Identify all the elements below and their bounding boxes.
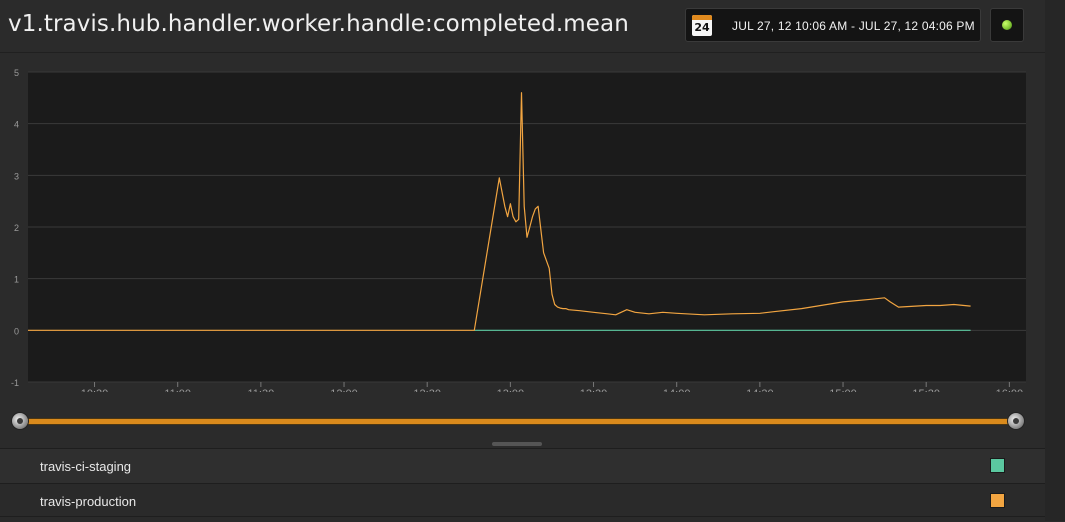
x-tick-label: 14:30 <box>746 388 774 392</box>
y-tick-label: 5 <box>14 68 19 78</box>
slider-track <box>20 419 1016 424</box>
live-toggle-button[interactable] <box>990 8 1024 42</box>
x-tick-label: 15:00 <box>829 388 857 392</box>
chart-area: 5 4 3 2 1 0 -1 10:30 11:00 11:30 12:00 12:30 13:00 13… <box>0 52 1045 400</box>
legend-swatch-staging[interactable] <box>990 458 1005 473</box>
legend-item-staging[interactable]: travis-ci-staging <box>0 448 1045 483</box>
legend: travis-ci-staging travis-production <box>0 448 1045 518</box>
line-chart: 5 4 3 2 1 0 -1 10:30 11:00 11:30 12:00 12:30 13:00 13… <box>11 68 1026 400</box>
x-tick-label: 11:00 <box>164 388 191 392</box>
legend-swatch-production[interactable] <box>990 493 1005 508</box>
slider-left-handle[interactable] <box>12 413 28 429</box>
scrollbar-gutter[interactable] <box>1045 0 1065 521</box>
x-tick-label: 16:00 <box>996 388 1024 392</box>
y-tick-label: 3 <box>14 171 19 181</box>
x-tick-label: 12:00 <box>330 388 358 392</box>
x-tick-label: 14:00 <box>663 388 691 392</box>
x-tick-label: 11:30 <box>248 388 275 392</box>
footer-divider <box>0 516 1045 522</box>
x-tick-label: 10:30 <box>81 388 109 392</box>
legend-label: travis-production <box>40 494 137 509</box>
page-title: v1.travis.hub.handler.worker.handle:comp… <box>8 11 629 37</box>
y-tick-label: 4 <box>14 120 19 130</box>
y-tick-label: 0 <box>14 326 19 336</box>
legend-item-production[interactable]: travis-production <box>0 483 1045 518</box>
series-line-production <box>28 92 971 331</box>
x-tick-label: 13:30 <box>580 388 608 392</box>
legend-label: travis-ci-staging <box>40 459 132 474</box>
date-range-text: JUL 27, 12 10:06 AM - JUL 27, 12 04:06 P… <box>732 19 975 33</box>
resize-grip[interactable] <box>492 442 542 446</box>
calendar-icon: 24 <box>692 15 712 36</box>
x-tick-label: 12:30 <box>413 388 441 392</box>
x-tick-label: 15:30 <box>912 388 940 392</box>
time-range-slider[interactable] <box>10 412 1028 432</box>
y-tick-label: -1 <box>11 378 19 388</box>
y-tick-label: 2 <box>14 223 19 233</box>
header: v1.travis.hub.handler.worker.handle:comp… <box>0 0 1045 53</box>
live-status-icon <box>1002 20 1012 30</box>
x-tick-label: 13:00 <box>497 388 525 392</box>
date-range-picker[interactable]: 24 JUL 27, 12 10:06 AM - JUL 27, 12 04:0… <box>685 8 981 42</box>
y-tick-label: 1 <box>14 275 19 285</box>
slider-right-handle[interactable] <box>1008 413 1024 429</box>
